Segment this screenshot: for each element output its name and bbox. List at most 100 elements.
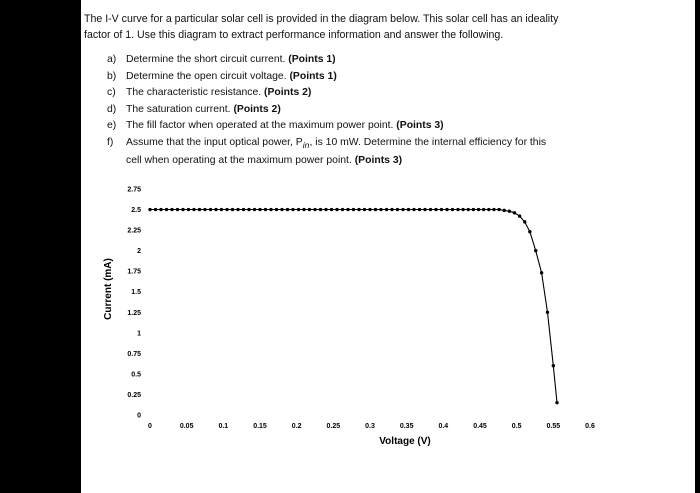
x-tick-label: 0.35	[400, 423, 414, 430]
y-tick-label: 1.5	[131, 289, 141, 296]
data-point	[247, 207, 251, 212]
x-tick-label: 0.2	[292, 423, 302, 430]
data-point	[497, 207, 501, 212]
data-point	[241, 207, 246, 212]
data-point	[291, 207, 295, 212]
data-point	[406, 207, 411, 212]
data-point	[523, 220, 527, 224]
data-point	[534, 248, 538, 253]
question-points: (Points 3)	[396, 120, 444, 131]
question-points: (Points 1)	[288, 54, 336, 65]
x-tick-label: 0.55	[547, 423, 561, 430]
data-point	[373, 207, 378, 212]
data-point	[318, 207, 323, 212]
question-points: (Points 3)	[354, 155, 403, 167]
data-point	[539, 271, 544, 275]
y-tick-label: 0.25	[127, 392, 141, 399]
data-point	[258, 207, 262, 212]
data-point	[412, 207, 416, 212]
data-point	[340, 207, 345, 212]
y-tick-label: 2	[137, 248, 141, 255]
data-point	[434, 207, 438, 212]
question-d: d) The saturation current. (Points 2)	[107, 102, 667, 119]
question-text: cell when operating at the maximum power…	[126, 155, 355, 167]
question-letter: f)	[107, 136, 114, 148]
data-point	[302, 207, 306, 212]
data-point	[269, 207, 273, 212]
y-tick-label: 1	[137, 330, 141, 337]
data-point	[487, 207, 491, 212]
data-point	[481, 207, 486, 212]
question-text: The fill factor when operated at the max…	[126, 120, 397, 131]
series-line	[150, 208, 558, 403]
question-text: Determine the short circuit current.	[126, 54, 289, 65]
data-point	[324, 207, 328, 212]
question-text-after: , is 10 mW. Determine the internal effic…	[309, 136, 547, 148]
question-text: The characteristic resistance.	[126, 87, 265, 98]
data-point	[296, 207, 301, 212]
data-point	[252, 207, 257, 212]
x-tick-labels: 0 0.05 0.1 0.15 0.2 0.25 0.3 0.35 0.4 0.45 0.5 0.55…	[148, 423, 595, 430]
data-point	[148, 207, 152, 212]
question-f: f) Assume that the input optical power, …	[107, 135, 667, 154]
data-point	[512, 211, 517, 215]
data-point	[471, 207, 476, 212]
data-point	[280, 207, 284, 212]
y-tick-label: 0	[137, 413, 141, 420]
data-point	[439, 207, 444, 212]
data-point	[492, 207, 496, 212]
data-point	[214, 207, 218, 212]
question-c: c) The characteristic resistance. (Point…	[107, 85, 667, 102]
data-point	[517, 214, 522, 218]
question-text: Determine the open circuit voltage.	[126, 70, 290, 82]
question-list: a) Determine the short circuit current. …	[107, 52, 667, 170]
question-letter: b)	[107, 70, 117, 82]
data-point	[466, 207, 470, 212]
question-letter: a)	[107, 54, 117, 65]
data-point	[401, 207, 405, 212]
y-axis-label: Current (mA)	[103, 258, 114, 320]
data-point	[368, 207, 372, 212]
question-letter: c)	[107, 87, 116, 98]
data-point	[450, 207, 455, 212]
data-point	[307, 207, 312, 212]
question-text: Assume that the input optical power, P	[126, 136, 303, 148]
data-point	[545, 310, 550, 314]
y-tick-labels: 0 0.25 0.5 0.75 1 1.25 1.5 1.75 2 2.25 2.5 2.75	[127, 187, 141, 420]
data-point	[175, 207, 180, 212]
document-page: The I-V curve for a particular solar cel…	[81, 0, 695, 493]
data-point	[230, 207, 235, 212]
x-tick-label: 0.5	[512, 423, 522, 430]
x-tick-label: 0.45	[473, 423, 487, 430]
data-point	[285, 207, 290, 212]
data-point	[551, 363, 556, 368]
y-tick-label: 2.75	[127, 187, 141, 194]
x-tick-label: 0.6	[585, 423, 595, 430]
series-group	[148, 207, 559, 405]
iv-curve-chart: 0 0.25 0.5 0.75 1 1.25 1.5 1.75 2 2.25 2.5 2.75 0 0.…	[103, 187, 595, 448]
question-subscript: in	[302, 139, 310, 150]
y-tick-label: 1.25	[127, 310, 141, 317]
data-point	[423, 207, 427, 212]
y-tick-label: 0.5	[131, 371, 141, 378]
data-point	[192, 207, 196, 212]
x-tick-label: 0.3	[365, 423, 375, 430]
y-tick-label: 2.5	[131, 207, 141, 214]
x-tick-label: 0.05	[180, 423, 194, 430]
data-point	[186, 207, 191, 212]
x-tick-label: 0.1	[218, 423, 228, 430]
problem-intro: The I-V curve for a particular solar cel…	[84, 11, 644, 43]
data-point	[528, 230, 532, 234]
data-point	[428, 207, 433, 212]
y-tick-label: 1.75	[127, 269, 141, 276]
data-point	[335, 207, 339, 212]
data-point	[159, 207, 163, 212]
x-tick-label: 0	[148, 423, 152, 430]
x-tick-label: 0.25	[327, 423, 341, 430]
data-point	[170, 207, 174, 212]
data-point	[476, 207, 481, 212]
data-point	[502, 208, 506, 213]
data-point	[181, 207, 185, 212]
x-tick-label: 0.15	[253, 423, 267, 430]
intro-line-2: factor of 1. Use this diagram to extract…	[84, 29, 504, 41]
